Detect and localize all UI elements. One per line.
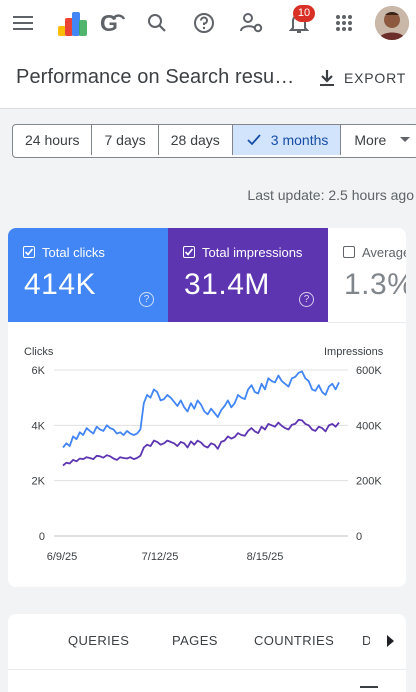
- export-label: EXPORT: [344, 70, 407, 86]
- product-wordmark: G: [100, 10, 118, 36]
- series-line-clicks: [62, 370, 340, 449]
- x-tick-label: 8/15/25: [247, 551, 284, 563]
- apps-grid-icon[interactable]: [334, 13, 354, 33]
- dimension-tabs: QUERIES PAGES COUNTRIES D: [8, 614, 406, 692]
- series-line-impressions: [62, 418, 340, 467]
- menu-icon[interactable]: [12, 13, 34, 33]
- metric-value: 414K: [24, 268, 97, 301]
- account-settings-icon[interactable]: [240, 12, 264, 34]
- metric-total-impressions[interactable]: Total impressions 31.4M ?: [168, 228, 328, 322]
- chip-24-hours[interactable]: 24 hours: [13, 125, 93, 155]
- search-icon[interactable]: [146, 12, 168, 34]
- chip-28-days[interactable]: 28 days: [159, 125, 233, 155]
- checkbox-checked-icon[interactable]: [23, 246, 35, 258]
- chip-label: 3 months: [270, 132, 329, 148]
- y-axis-right-label: Impressions: [324, 346, 384, 358]
- chip-label: 7 days: [104, 132, 146, 148]
- x-tick-label: 6/9/25: [47, 551, 78, 563]
- avatar[interactable]: [375, 6, 409, 40]
- chip-3-months[interactable]: 3 months: [232, 125, 342, 155]
- x-tick-label: 7/12/25: [142, 551, 179, 563]
- help-icon[interactable]: ?: [299, 292, 314, 307]
- help-icon[interactable]: [193, 12, 215, 34]
- search-console-logo[interactable]: [56, 8, 90, 38]
- page-title: Performance on Search resu…: [16, 66, 295, 88]
- metric-label: Total clicks: [42, 245, 105, 260]
- download-icon: [320, 70, 334, 86]
- tab-pages[interactable]: PAGES: [172, 633, 218, 648]
- page-header: Performance on Search resu… EXPORT: [0, 46, 416, 109]
- checkbox-unchecked-icon[interactable]: [343, 246, 355, 258]
- tabs-divider: [8, 669, 406, 670]
- metric-value: 31.4M: [184, 268, 270, 301]
- tab-devices[interactable]: D: [362, 633, 370, 648]
- y-axis-left-label: Clicks: [24, 346, 54, 358]
- scroll-right-icon[interactable]: [384, 634, 398, 648]
- y-right-tick-label: 600K: [356, 365, 382, 377]
- notification-badge: 10: [293, 5, 315, 22]
- metric-label: Average: [362, 245, 406, 260]
- wordmark-partial: [111, 10, 126, 40]
- last-update-text: Last update: 2.5 hours ago: [247, 187, 414, 203]
- y-right-tick-label: 200K: [356, 476, 382, 488]
- y-right-tick-label: 0: [356, 531, 362, 543]
- metric-average-ctr[interactable]: Average 1.3%: [328, 228, 406, 323]
- chip-label: 24 hours: [25, 132, 80, 148]
- tab-countries[interactable]: COUNTRIES: [254, 633, 335, 648]
- chip-more[interactable]: More: [341, 125, 416, 155]
- metric-value: 1.3%: [344, 268, 406, 301]
- performance-card: Total clicks 414K ? Total impressions 31…: [8, 228, 406, 587]
- date-range-filter: 24 hours 7 days 28 days 3 months More: [12, 124, 416, 158]
- metric-total-clicks[interactable]: Total clicks 414K ?: [8, 228, 168, 322]
- checkbox-checked-icon[interactable]: [183, 246, 195, 258]
- chevron-down-icon: [400, 137, 411, 142]
- chip-7-days[interactable]: 7 days: [92, 125, 159, 155]
- y-left-tick-label: 4K: [32, 420, 46, 432]
- chip-label: 28 days: [170, 132, 220, 148]
- chip-label: More: [354, 132, 387, 148]
- y-left-tick-label: 6K: [32, 365, 46, 377]
- top-app-bar: G 10: [0, 0, 416, 46]
- y-left-tick-label: 2K: [32, 476, 46, 488]
- export-button[interactable]: EXPORT: [318, 66, 406, 90]
- y-left-tick-label: 0: [39, 531, 45, 543]
- filter-list-icon[interactable]: [358, 684, 380, 692]
- metric-label: Total impressions: [202, 245, 303, 260]
- help-icon[interactable]: ?: [139, 292, 154, 307]
- check-icon: [247, 134, 261, 146]
- tab-queries[interactable]: QUERIES: [68, 633, 130, 648]
- y-right-tick-label: 400K: [356, 420, 382, 432]
